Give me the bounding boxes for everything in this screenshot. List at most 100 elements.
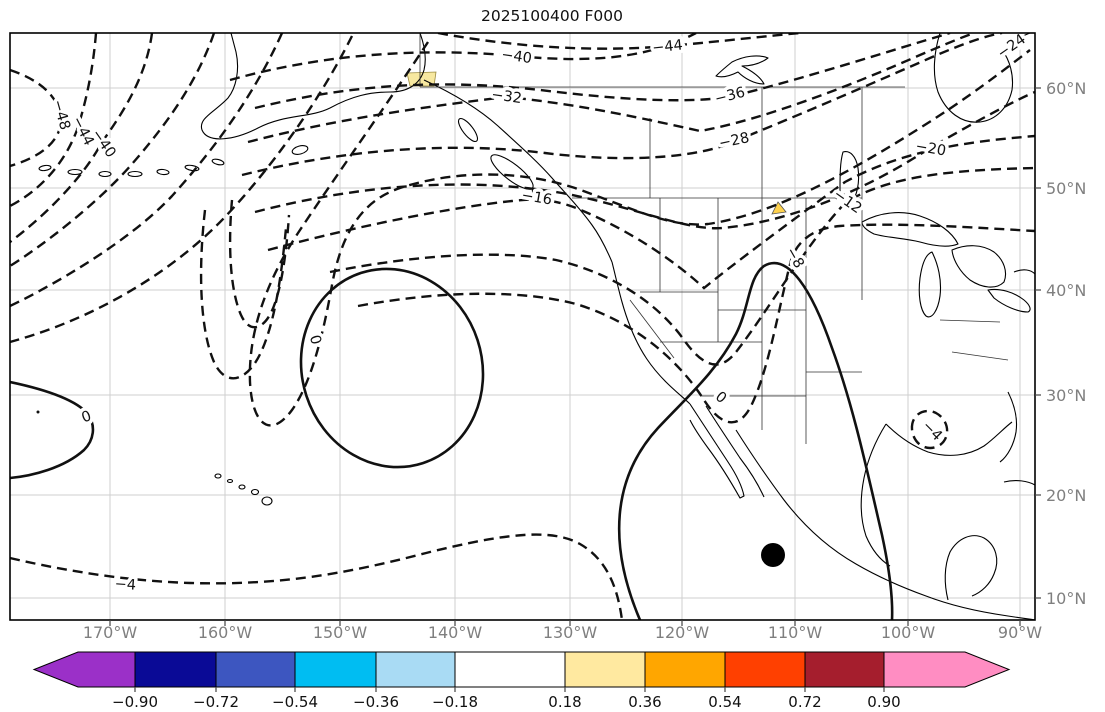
lat-tick-label: 40°N [1046, 281, 1086, 300]
contour--20 [254, 90, 1035, 230]
lon-tick-label: 110°W [768, 623, 823, 642]
coast-bc [423, 79, 613, 263]
colorbar-ticks [134, 687, 885, 692]
page-title: 2025100400 F000 [481, 7, 623, 25]
contour-label: −12 [830, 186, 864, 217]
colorbar-tick-label: 0.36 [628, 693, 661, 711]
colorbar-tick-label: −0.54 [272, 693, 318, 711]
contour--36-north [254, 33, 951, 110]
colorbar-tick-label: −0.90 [112, 693, 158, 711]
contour-labels: −48 −44 −40 −40 −44 −32 −36 −28 −24 −20 … [45, 33, 1032, 597]
colorbar-tick-label: −0.36 [353, 693, 399, 711]
contour-label: −28 [718, 130, 751, 152]
contour-label: −32 [490, 87, 523, 107]
lake-superior [861, 212, 959, 247]
coast-hudson-bay [933, 33, 1031, 123]
islands [36, 117, 549, 506]
coast-yucatan [944, 535, 998, 601]
coastlines [200, 33, 1035, 620]
storm-position-dot [761, 543, 785, 567]
colorbar-segment [134, 651, 217, 688]
axis-ticks [109, 87, 1041, 626]
tiny-island-dot [36, 410, 40, 414]
coast-baja [689, 403, 745, 499]
colorbar-segment [375, 651, 456, 688]
contour-label: −48 [49, 98, 73, 132]
contour-label: −4 [919, 418, 945, 444]
colorbar-segment [454, 651, 566, 688]
contour-label: 0 [306, 333, 324, 346]
lat-tick-label: 50°N [1046, 179, 1086, 198]
colorbar-tick-label: −0.72 [193, 693, 239, 711]
contour-label: −44 [68, 114, 96, 149]
contour--32 [10, 33, 284, 308]
coast-mexico-gulf [860, 423, 891, 567]
lat-tick-label: 30°N [1046, 386, 1086, 405]
colorbar-segment [564, 651, 646, 688]
shaded-patch-small [771, 201, 787, 215]
lat-lon-gridlines [10, 33, 1035, 620]
lon-tick-label: 170°W [83, 623, 138, 642]
hawaii-big-island [261, 496, 273, 506]
colorbar-tick-label: 0.54 [708, 693, 741, 711]
colorbar-tick-label: 0.90 [867, 693, 900, 711]
coast-cuba [1003, 480, 1035, 486]
contour--16 [267, 134, 1035, 290]
contour-label: 0 [80, 408, 94, 426]
hawaii-island [226, 478, 234, 484]
colorbar-segment [804, 651, 885, 688]
contour--8 [357, 223, 1035, 424]
contour-trough-dip [199, 209, 288, 380]
colorbar-right-arrow [883, 651, 1011, 688]
hawaii-island [238, 484, 246, 490]
lon-tick-label: 120°W [655, 623, 710, 642]
contour--40-north [229, 33, 697, 82]
contour--28-north [241, 33, 1003, 177]
contour--4 [10, 533, 624, 620]
lat-tick-label: 60°N [1046, 79, 1086, 98]
lake-huron [951, 245, 1007, 288]
longitude-axis: 170°W 160°W 150°W 140°W 130°W 120°W 110°… [83, 623, 1042, 642]
colorbar: −0.90 −0.72 −0.54 −0.36 −0.18 0.18 0.36 … [32, 651, 1011, 711]
hawaii-island [250, 488, 260, 496]
contour-label: −40 [500, 47, 533, 67]
colorbar-segment [724, 651, 806, 688]
contour--48 [10, 68, 63, 168]
contour-0-west [10, 380, 95, 480]
lat-tick-label: 10°N [1046, 589, 1086, 608]
contour--44 [10, 33, 98, 208]
colorbar-tick-label: −0.18 [432, 693, 478, 711]
contour--12 [329, 166, 1035, 366]
contour--4-closed [910, 409, 949, 450]
colorbar-tick-label: 0.18 [548, 693, 581, 711]
colorbar-segment [215, 651, 296, 688]
coast-mexico-west [735, 429, 1035, 620]
contour-0-pacific [299, 267, 485, 469]
colorbar-left-arrow [32, 651, 136, 688]
colorbar-segment [294, 651, 377, 688]
contour--40 [10, 33, 154, 243]
coast-gulf-california [705, 405, 765, 498]
contour--24 [248, 41, 1031, 427]
colorbar-tick-label: 0.72 [788, 693, 821, 711]
contour-label: 0 [712, 389, 729, 407]
contour--32-north [247, 33, 975, 144]
lon-tick-label: 140°W [428, 623, 483, 642]
coast-us-west [611, 261, 691, 405]
latitude-axis: 60°N 50°N 40°N 30°N 20°N 10°N [1046, 79, 1086, 608]
coast-alaska [200, 33, 426, 140]
lake-winnipeg [839, 151, 860, 206]
contour-label: −44 [652, 37, 684, 56]
lon-tick-label: 160°W [198, 623, 253, 642]
colorbar-segment [644, 651, 726, 688]
contour-label: −4 [114, 576, 136, 593]
kodiak-island [291, 145, 309, 155]
coast-florida [999, 391, 1018, 463]
contour--36 [10, 33, 216, 268]
lon-tick-label: 150°W [313, 623, 368, 642]
zero-contours-solid [10, 261, 894, 620]
lake-ontario [1013, 269, 1035, 275]
lake-great-slave [715, 55, 769, 85]
